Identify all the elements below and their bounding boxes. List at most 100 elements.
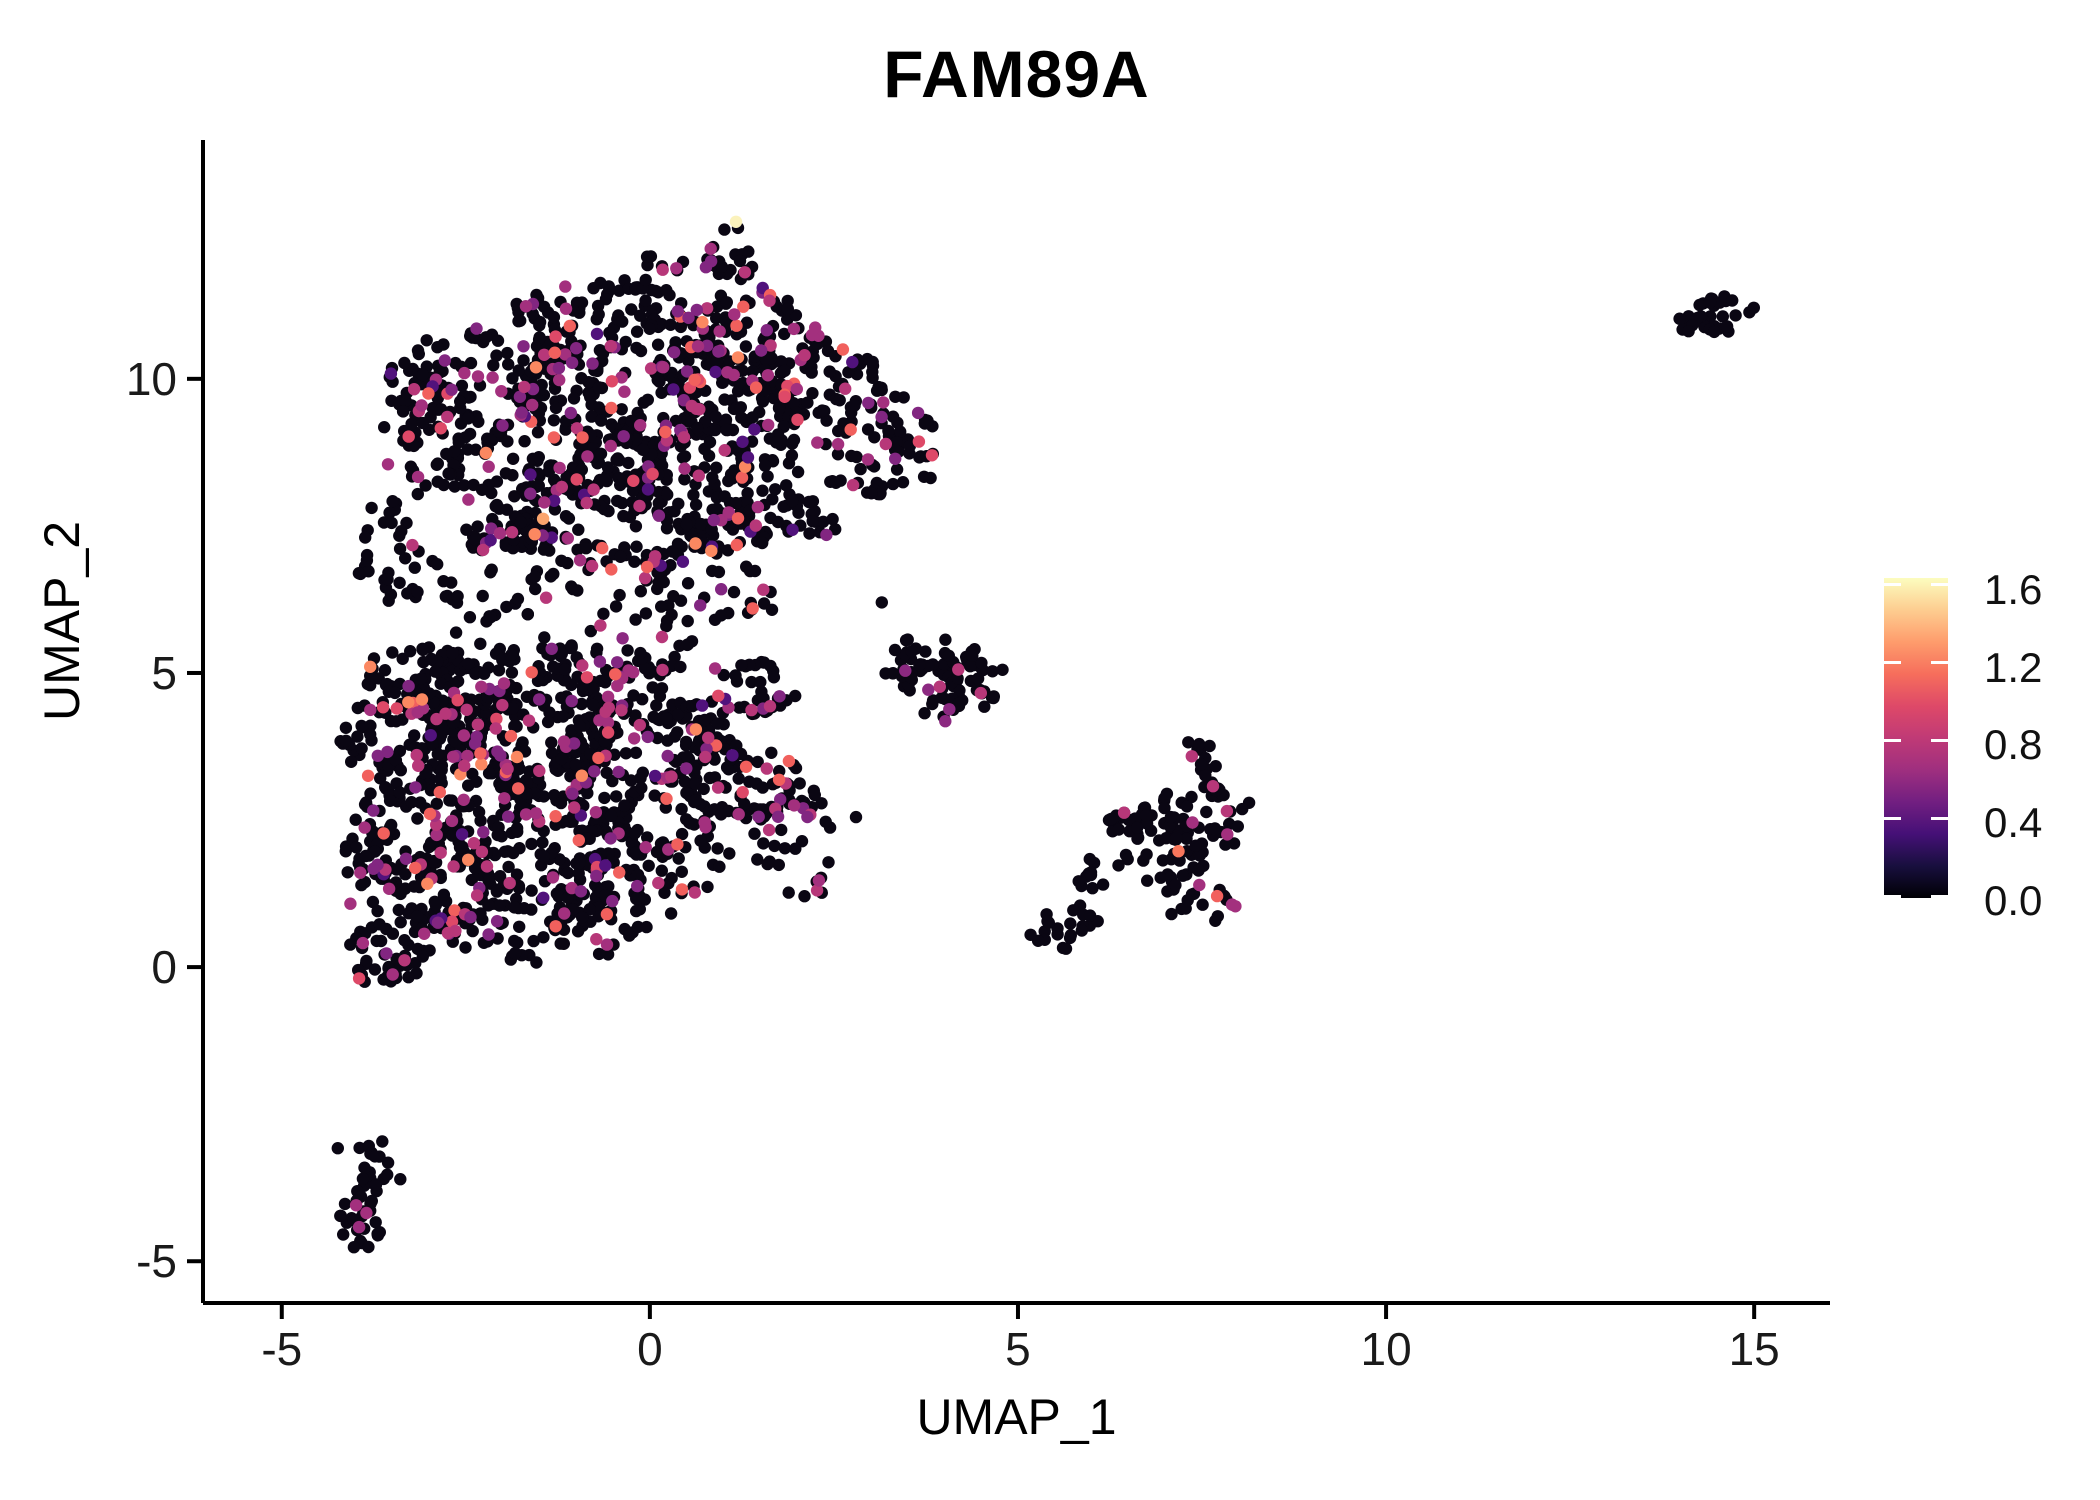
x-tick-label: 10 — [1360, 1323, 1411, 1375]
data-point — [471, 520, 484, 533]
data-point — [787, 322, 801, 336]
data-point — [383, 506, 396, 519]
data-point — [402, 696, 415, 709]
data-point — [388, 686, 402, 700]
data-point — [341, 866, 354, 879]
data-point — [844, 423, 857, 436]
data-point — [793, 777, 806, 790]
data-point — [463, 427, 477, 441]
data-point — [390, 715, 403, 728]
data-point — [801, 810, 814, 824]
data-point — [671, 305, 684, 318]
data-point — [547, 310, 561, 324]
data-point — [398, 356, 411, 370]
data-point — [482, 899, 495, 912]
data-point — [575, 463, 588, 476]
data-point — [722, 506, 735, 519]
data-point — [756, 484, 769, 497]
data-point — [708, 753, 721, 766]
data-point — [622, 456, 635, 470]
data-point — [471, 370, 485, 383]
data-point — [536, 512, 550, 525]
colorbar-tick-mark — [1931, 738, 1948, 742]
data-point — [431, 558, 444, 571]
data-point — [447, 750, 460, 763]
data-point — [675, 802, 688, 816]
data-point — [337, 1228, 350, 1241]
data-point — [629, 746, 643, 759]
data-point — [666, 545, 679, 558]
data-point — [731, 512, 745, 525]
data-point — [705, 544, 718, 558]
data-point — [888, 443, 902, 457]
data-point — [752, 810, 765, 823]
data-point — [429, 898, 443, 912]
data-point — [732, 808, 745, 821]
data-point — [586, 357, 599, 370]
data-point — [839, 382, 852, 395]
data-point — [745, 435, 759, 448]
data-point — [524, 468, 537, 481]
data-point — [356, 1172, 370, 1185]
data-point — [743, 775, 756, 788]
data-point — [615, 496, 629, 510]
data-point — [1186, 816, 1199, 829]
data-point — [710, 461, 723, 474]
data-point — [888, 643, 902, 657]
data-point — [672, 708, 685, 721]
data-point — [558, 663, 572, 676]
data-point — [517, 354, 530, 367]
data-point — [913, 658, 926, 672]
data-point — [366, 895, 380, 909]
data-point — [457, 479, 471, 492]
data-point — [771, 515, 785, 529]
data-point — [749, 519, 762, 532]
data-point — [911, 406, 925, 420]
data-point — [808, 788, 821, 802]
data-point — [638, 571, 652, 585]
data-point — [676, 451, 690, 464]
data-point — [1160, 787, 1174, 800]
data-point — [875, 596, 888, 609]
data-point — [614, 550, 627, 563]
data-point — [613, 588, 626, 602]
data-point — [681, 750, 694, 763]
data-point — [746, 365, 759, 378]
data-point — [1194, 758, 1208, 771]
data-point — [754, 675, 767, 689]
colorbar-tick-mark — [1931, 894, 1948, 898]
data-point — [703, 401, 716, 415]
data-point — [508, 901, 521, 914]
data-point — [618, 385, 631, 398]
data-point — [581, 786, 594, 800]
data-point — [694, 517, 708, 531]
data-point — [802, 495, 816, 509]
data-point — [496, 652, 509, 665]
data-point — [975, 656, 988, 670]
data-point — [416, 368, 429, 382]
data-point — [362, 1240, 375, 1254]
data-point — [489, 722, 502, 735]
data-point — [404, 645, 417, 658]
data-point — [731, 351, 745, 364]
data-point — [836, 343, 850, 356]
data-point — [461, 443, 474, 456]
data-point — [657, 575, 670, 589]
data-point — [701, 880, 714, 894]
x-axis-title: UMAP_1 — [916, 1389, 1117, 1445]
data-point — [545, 642, 558, 655]
data-point — [890, 463, 904, 476]
data-point — [350, 841, 363, 854]
data-point — [600, 938, 614, 951]
data-point — [648, 769, 662, 783]
data-point — [690, 303, 703, 317]
data-point — [416, 950, 429, 963]
data-point — [939, 633, 952, 646]
data-point — [664, 559, 677, 572]
data-point — [402, 430, 415, 443]
data-point — [889, 452, 902, 465]
data-point — [805, 366, 818, 379]
data-point — [474, 637, 487, 650]
data-point — [672, 497, 685, 510]
data-point — [812, 874, 826, 887]
